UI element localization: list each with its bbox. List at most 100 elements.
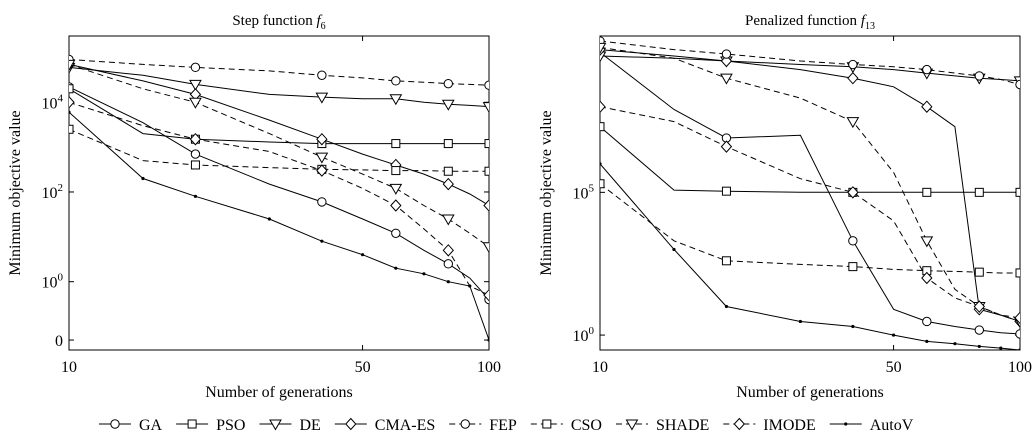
series-line-fep bbox=[600, 40, 1020, 85]
series-fep bbox=[600, 36, 1020, 90]
data-point-autov bbox=[360, 253, 365, 257]
y-tick-label: 102 bbox=[42, 182, 64, 202]
series-line-imode bbox=[69, 101, 489, 296]
x-tick-label: 10 bbox=[61, 359, 77, 376]
data-point-imode bbox=[921, 271, 933, 285]
legend-marker bbox=[460, 419, 470, 429]
data-point-ga bbox=[317, 197, 327, 207]
series-line-autov bbox=[600, 163, 1020, 350]
data-point-fep bbox=[484, 80, 489, 90]
data-point-fep bbox=[974, 71, 984, 81]
data-point-fep bbox=[190, 62, 201, 73]
y-axis-ticks: 105 100 bbox=[573, 182, 1020, 345]
series-layer bbox=[600, 36, 1020, 350]
data-point-de bbox=[189, 79, 202, 91]
series-line-de bbox=[69, 66, 489, 108]
series-ga bbox=[600, 47, 1020, 339]
data-point-imode bbox=[600, 100, 606, 113]
legend-label: PSO bbox=[216, 417, 245, 434]
data-point-cma-es bbox=[442, 177, 454, 191]
data-point-cso bbox=[721, 256, 731, 266]
data-point-pso bbox=[391, 139, 401, 149]
legend-marker bbox=[542, 419, 552, 429]
data-point-cso bbox=[484, 166, 489, 176]
data-point-fep bbox=[848, 59, 858, 70]
data-point-shade bbox=[189, 97, 202, 109]
series-autov bbox=[69, 110, 489, 342]
legend-label: FEP bbox=[489, 417, 517, 434]
data-point-cso bbox=[391, 166, 401, 176]
x-axis-label: Number of generations bbox=[205, 384, 353, 401]
legend-item-ga: GA bbox=[99, 417, 163, 434]
series-de bbox=[600, 51, 1020, 88]
legend-label: GA bbox=[139, 417, 163, 434]
series-line-cso bbox=[600, 183, 1020, 274]
legend-item-de: DE bbox=[259, 417, 321, 434]
legend-label: CMA-ES bbox=[375, 417, 435, 434]
data-point-cso bbox=[69, 124, 74, 134]
data-point-cma-es bbox=[316, 132, 328, 146]
data-point-autov bbox=[724, 304, 729, 309]
data-point-cma-es bbox=[921, 100, 933, 113]
chart-penalized-function: Penalized function f13 105 100 10 50 100 Nu… bbox=[538, 13, 1032, 401]
series-line-shade bbox=[600, 46, 1020, 322]
y-tick-label: 100 bbox=[42, 272, 64, 292]
legend-item-fep: FEP bbox=[449, 417, 517, 434]
data-point-cso bbox=[600, 179, 605, 189]
data-point-cso bbox=[190, 160, 200, 170]
data-point-cso bbox=[443, 166, 453, 176]
data-point-imode bbox=[442, 244, 454, 257]
data-point-fep bbox=[922, 64, 932, 75]
series-shade bbox=[600, 42, 1020, 328]
data-point-imode bbox=[720, 140, 733, 153]
series-cso bbox=[600, 179, 1020, 278]
plot-frame bbox=[68, 35, 490, 351]
data-point-autov bbox=[320, 239, 324, 243]
data-point-imode bbox=[1014, 311, 1020, 325]
x-tick-label: 10 bbox=[592, 359, 608, 376]
data-point-autov bbox=[600, 162, 602, 166]
series-pso bbox=[600, 122, 1020, 197]
data-point-shade bbox=[441, 214, 455, 226]
data-point-autov bbox=[999, 346, 1003, 350]
data-point-autov bbox=[672, 247, 676, 252]
y-axis-label: Minimum objective value bbox=[538, 110, 555, 275]
series-cma-es bbox=[600, 43, 1020, 328]
data-point-ga bbox=[922, 316, 932, 327]
data-point-pso bbox=[922, 187, 932, 197]
data-point-imode bbox=[483, 288, 489, 302]
legend-item-shade: SHADE bbox=[615, 417, 709, 434]
data-point-de bbox=[389, 94, 403, 106]
chart-title: Step function f6 bbox=[232, 13, 325, 32]
data-point-fep bbox=[391, 76, 401, 86]
legend-item-imode: IMODE bbox=[723, 417, 816, 434]
data-point-de bbox=[441, 99, 455, 111]
series-imode bbox=[69, 96, 489, 302]
data-point-shade bbox=[482, 242, 489, 254]
data-point-ga bbox=[391, 228, 401, 238]
data-point-autov bbox=[851, 324, 855, 329]
x-tick-label: 50 bbox=[886, 359, 902, 376]
data-point-pso bbox=[484, 139, 489, 149]
data-point-de bbox=[315, 92, 329, 104]
data-point-ga bbox=[848, 236, 858, 246]
data-point-pso bbox=[1015, 187, 1020, 197]
x-tick-label: 50 bbox=[355, 359, 371, 376]
series-line-de bbox=[600, 55, 1020, 82]
data-point-de bbox=[482, 102, 489, 114]
data-point-autov bbox=[267, 217, 271, 221]
x-tick-label: 100 bbox=[1008, 359, 1032, 376]
data-point-imode bbox=[316, 164, 328, 177]
legend-marker bbox=[625, 419, 639, 431]
series-autov bbox=[600, 162, 1020, 350]
data-point-shade bbox=[920, 236, 934, 248]
x-axis-label: Number of generations bbox=[736, 384, 884, 401]
x-tick-label: 100 bbox=[477, 359, 501, 376]
series-imode bbox=[600, 100, 1020, 325]
y-axis-ticks: 104 102 100 0 bbox=[42, 92, 489, 350]
legend-item-pso: PSO bbox=[176, 417, 245, 434]
legend-item-cso: CSO bbox=[530, 417, 602, 434]
data-point-imode bbox=[973, 300, 985, 313]
series-de bbox=[69, 62, 489, 114]
